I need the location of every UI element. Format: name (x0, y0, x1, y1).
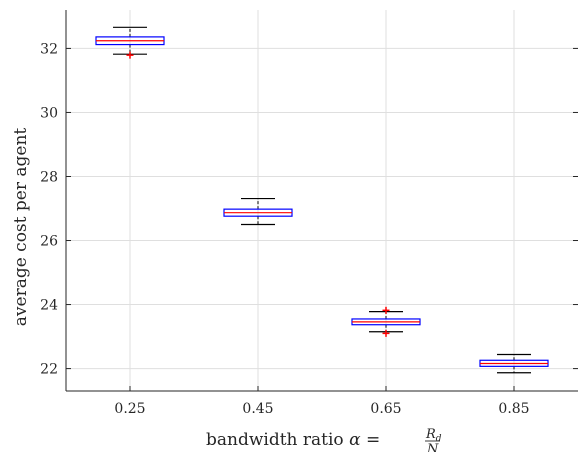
y-tick-label: 28 (40, 169, 58, 185)
box-group-0.85 (479, 353, 549, 374)
box-group-0.45 (223, 197, 293, 226)
outlier-marker (382, 306, 390, 314)
y-tick-label: 24 (40, 298, 58, 314)
y-tick-label: 26 (40, 234, 58, 250)
x-axis-label-text: bandwidth ratio α = (206, 430, 380, 450)
box-group-0.25 (95, 26, 165, 59)
y-tick-label: 22 (40, 362, 58, 378)
x-axis-label-denominator: N (426, 442, 439, 452)
y-axis-label: average cost per agent (11, 128, 31, 327)
x-axis-label: bandwidth ratio α = Rd N (206, 427, 442, 452)
x-tick-label: 0.85 (498, 401, 529, 417)
x-tick-label: 0.65 (370, 401, 401, 417)
box-group-0.65 (351, 306, 421, 337)
x-tick-label: 0.45 (242, 401, 273, 417)
outlier-marker (126, 51, 134, 59)
x-axis-label-numerator: Rd (425, 427, 442, 444)
outlier-marker (382, 329, 390, 337)
y-tick-label: 32 (40, 41, 58, 57)
grid-lines (66, 10, 578, 391)
box-plots (95, 26, 549, 374)
y-tick-label: 30 (40, 105, 58, 121)
tick-labels: 22 24 26 28 30 32 0.25 0.45 0.65 0.85 (40, 41, 529, 417)
x-tick-label: 0.25 (114, 401, 145, 417)
axes (65, 10, 578, 392)
